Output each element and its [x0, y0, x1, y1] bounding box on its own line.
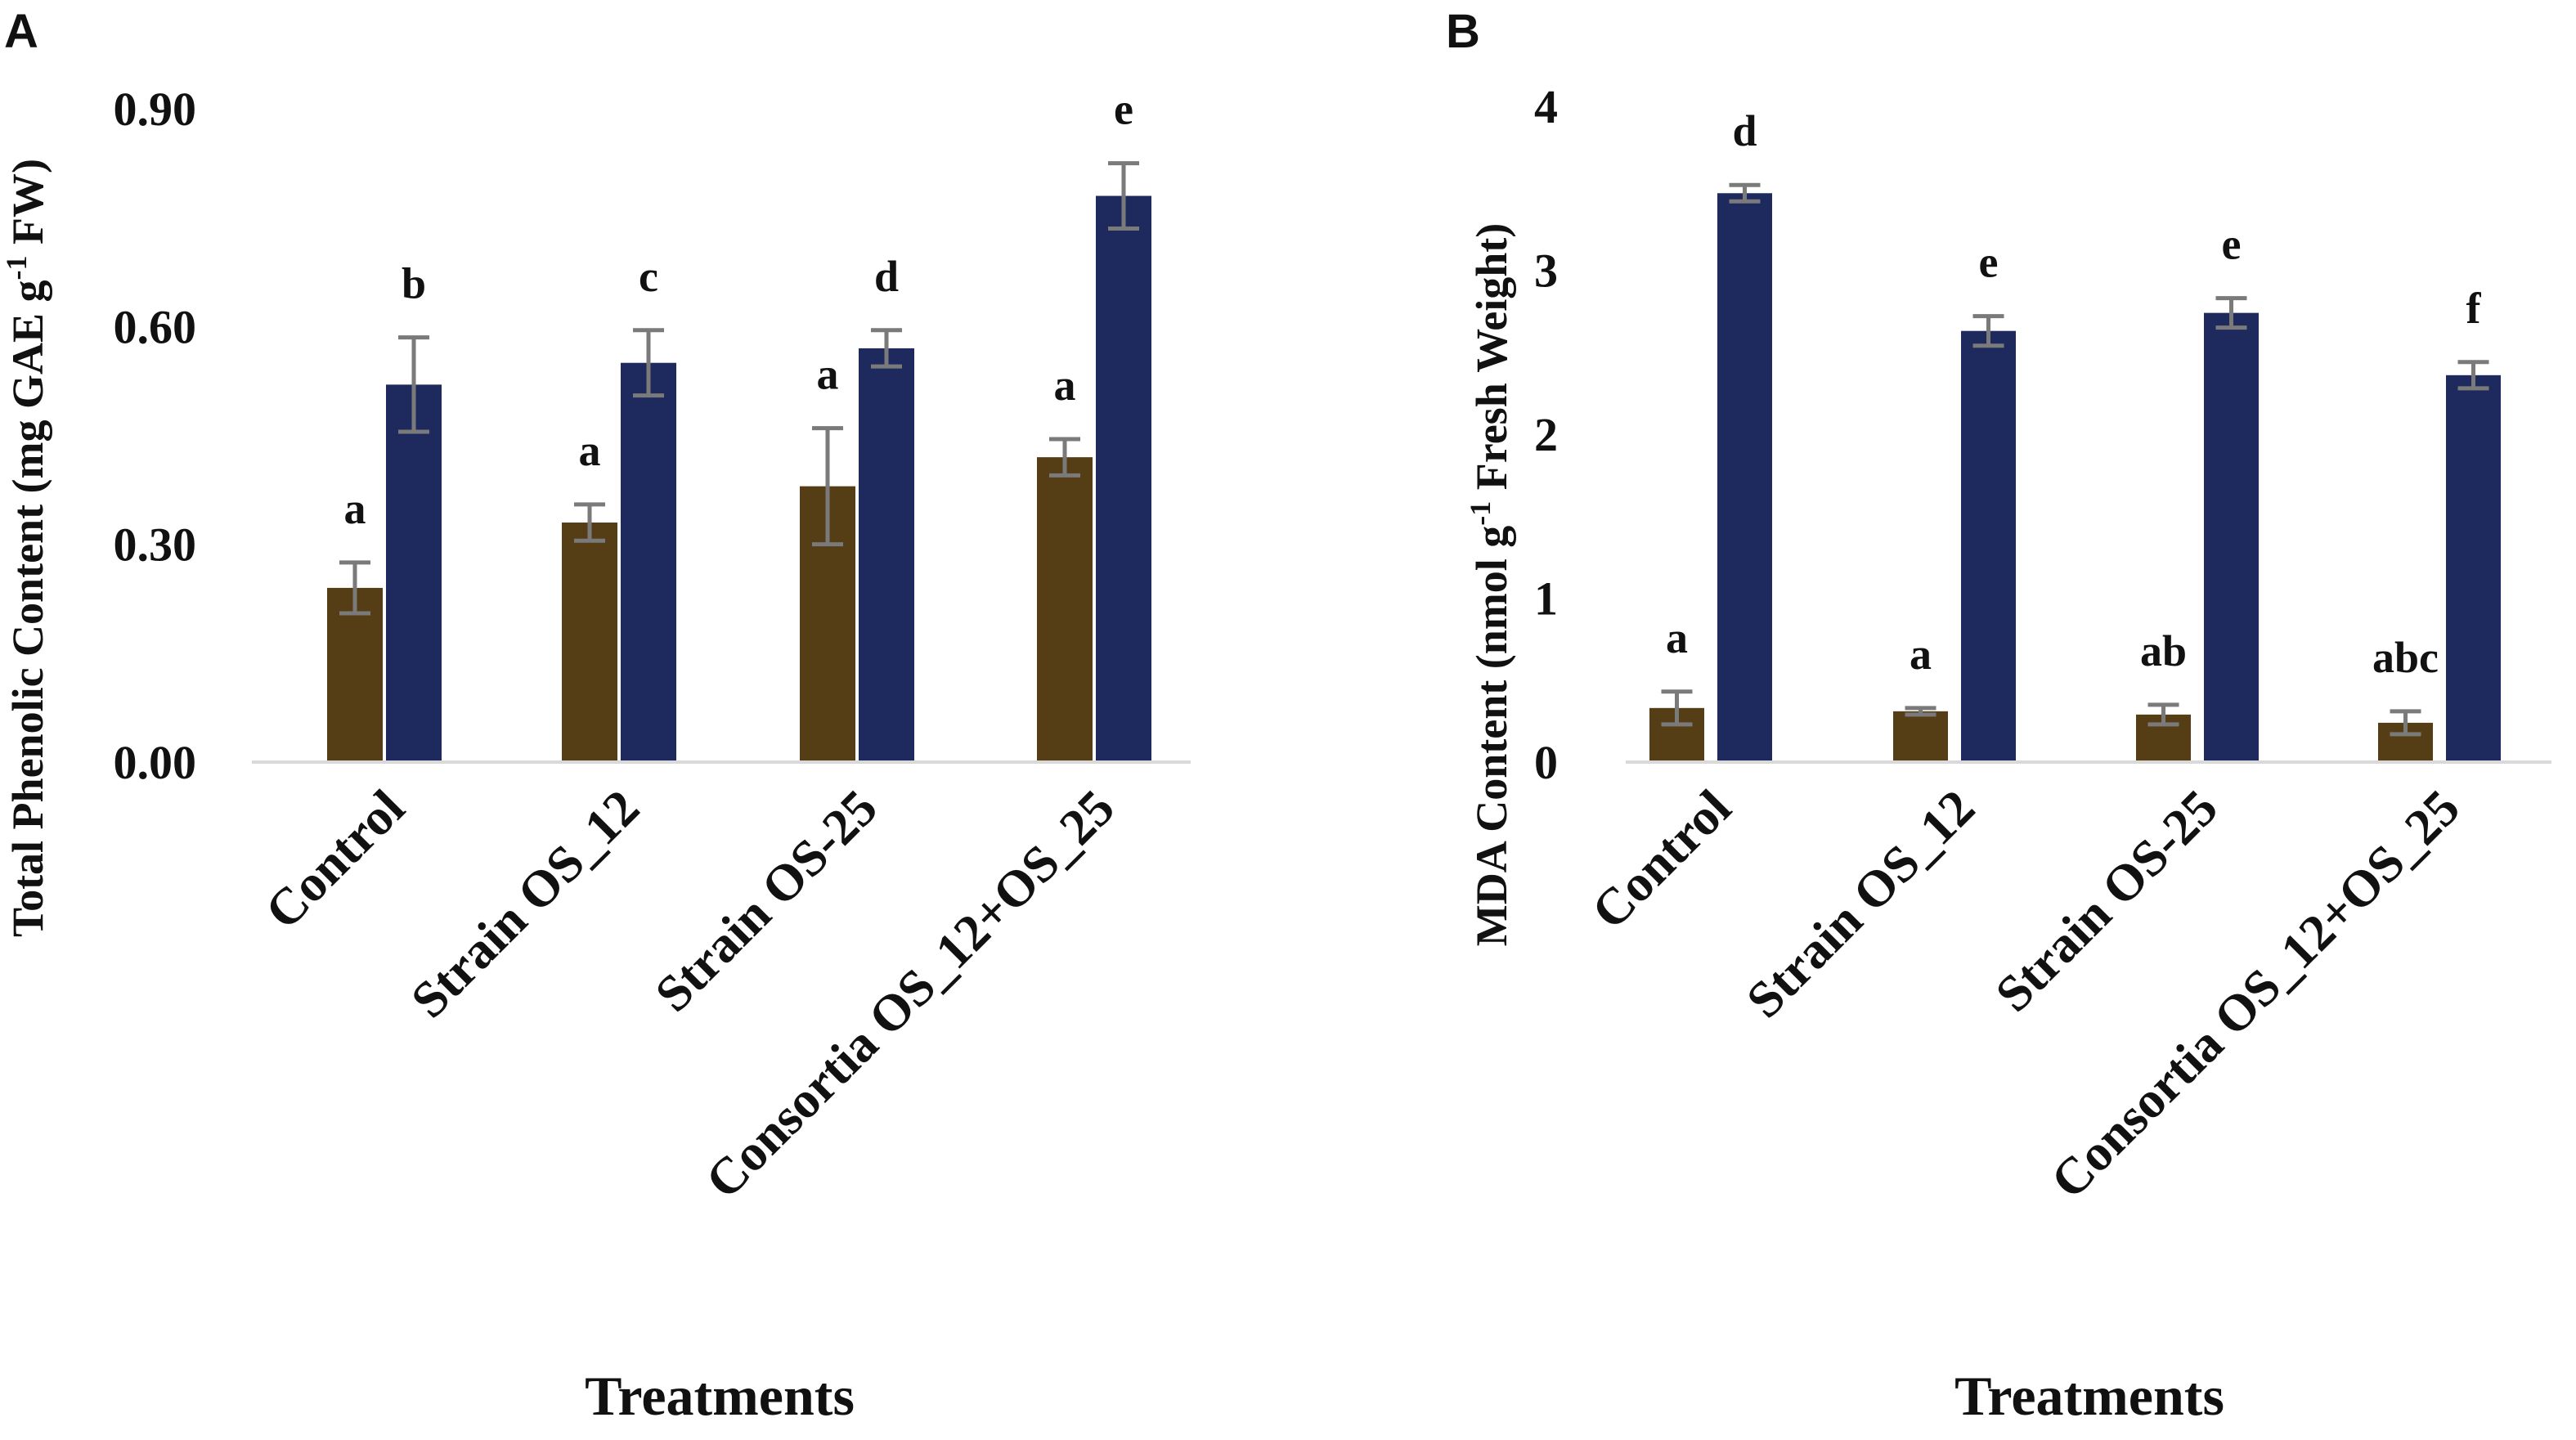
panel-a-category-label: Consortia OS_12+OS_25	[694, 778, 1125, 1209]
chart-panel-b: B MDA Content (nmol g-1 Fresh Weight) Tr…	[1446, 5, 2551, 1427]
panel-a-significance-letter: a	[1054, 361, 1076, 410]
panel-a-letter: A	[4, 5, 38, 58]
panel-b-y-axis-title: MDA Content (nmol g-1 Fresh Weight)	[1464, 223, 1516, 947]
panel-a-y-tick-label: 0.90	[114, 83, 197, 136]
panel-b-error-bar	[1905, 706, 1936, 717]
chart-panel-a: A Total Phenolic Content (mg GAE g-1 FW)…	[0, 5, 1191, 1427]
panel-b-bar-series2	[1961, 330, 2016, 762]
panel-a-error-bar	[339, 560, 370, 616]
panel-b-category-label: Control	[1581, 778, 1742, 940]
panel-b-y-tick-label: 2	[1534, 408, 1558, 461]
panel-a-y-tick-label: 0.60	[114, 300, 197, 353]
panel-a-error-bar	[1108, 161, 1139, 231]
panel-a-bar-series2	[859, 348, 914, 762]
panel-a-category-label: Control	[254, 778, 415, 940]
panel-a-y-axis-title: Total Phenolic Content (mg GAE g-1 FW)	[0, 159, 52, 937]
panel-a-error-bar	[1049, 437, 1080, 478]
panel-b-category-label: Consortia OS_12+OS_25	[2040, 778, 2471, 1209]
panel-b-error-bar	[2147, 702, 2179, 727]
panel-b-category-label: Strain OS_12	[1735, 778, 1986, 1029]
panel-a-significance-letter: a	[579, 426, 601, 475]
panel-b-bars: a d a e ab e abc f	[1649, 106, 2501, 762]
panel-a-significance-letter: d	[874, 252, 899, 301]
panel-b-y-tick-label: 4	[1534, 80, 1558, 133]
panel-a-bar-series1	[562, 523, 617, 762]
panel-a-error-bar	[398, 335, 429, 434]
panel-a-bar-series1	[1037, 457, 1093, 762]
panel-a-significance-letter: e	[1114, 85, 1133, 134]
panel-a-error-bar	[871, 328, 902, 369]
panel-a-bar-series2	[386, 384, 442, 762]
panel-b-significance-letter: e	[1979, 238, 1999, 287]
panel-a-error-bar	[633, 328, 664, 398]
panel-b-error-bar	[2215, 296, 2247, 330]
panel-b-significance-letter: a	[1910, 630, 1932, 679]
panel-b-y-tick-label: 3	[1534, 244, 1558, 298]
panel-a-category-label: Strain OS_12	[400, 778, 650, 1029]
panel-b-error-bar	[1729, 182, 1761, 204]
panel-a-error-bar	[574, 502, 605, 543]
panel-b-significance-letter: d	[1732, 106, 1757, 155]
panel-a-y-tick-label: 0.30	[114, 518, 197, 572]
panel-a-significance-letter: b	[402, 259, 426, 308]
panel-b-error-bar	[2390, 709, 2421, 737]
panel-b-error-bar	[1661, 689, 1693, 727]
panel-a-bar-series1	[327, 587, 383, 762]
panel-a-significance-letter: c	[639, 252, 658, 301]
panel-b-letter: B	[1446, 5, 1480, 58]
panel-a-y-tick-label: 0.00	[114, 736, 197, 789]
panel-b-significance-letter: abc	[2372, 633, 2439, 682]
panel-a-significance-letter: a	[817, 350, 839, 399]
panel-b-y-tick-label: 0	[1534, 736, 1558, 789]
panel-a-category-label: Strain OS-25	[644, 778, 888, 1022]
panel-a-significance-letter: a	[344, 484, 366, 533]
panel-b-significance-letter: a	[1666, 613, 1688, 662]
panel-b-error-bar	[2457, 360, 2489, 391]
panel-b-significance-letter: e	[2222, 220, 2242, 269]
panel-b-y-tick-label: 1	[1534, 572, 1558, 626]
panel-b-significance-letter: f	[2466, 284, 2482, 333]
panel-b-category-label: Strain OS-25	[1985, 778, 2228, 1022]
panel-b-bar-series1	[1893, 711, 1948, 762]
panel-a-bar-series2	[1096, 195, 1151, 763]
panel-b-significance-letter: ab	[2140, 626, 2187, 675]
panel-b-error-bar	[1972, 314, 2004, 348]
panel-a-y-ticks: 0.00 0.30 0.60 0.90	[114, 83, 197, 789]
panel-a-error-bar	[812, 426, 843, 547]
panel-a-bar-series2	[621, 362, 676, 762]
panel-b-x-axis-title: Treatments	[1954, 1365, 2224, 1427]
panel-b-bar-series2	[2204, 312, 2259, 762]
panel-b-y-ticks: 0 1 2 3 4	[1534, 80, 1558, 789]
panel-b-bar-series2	[1717, 193, 1772, 762]
panel-b-bar-series2	[2446, 375, 2501, 762]
panel-a-x-axis-title: Treatments	[585, 1365, 855, 1427]
